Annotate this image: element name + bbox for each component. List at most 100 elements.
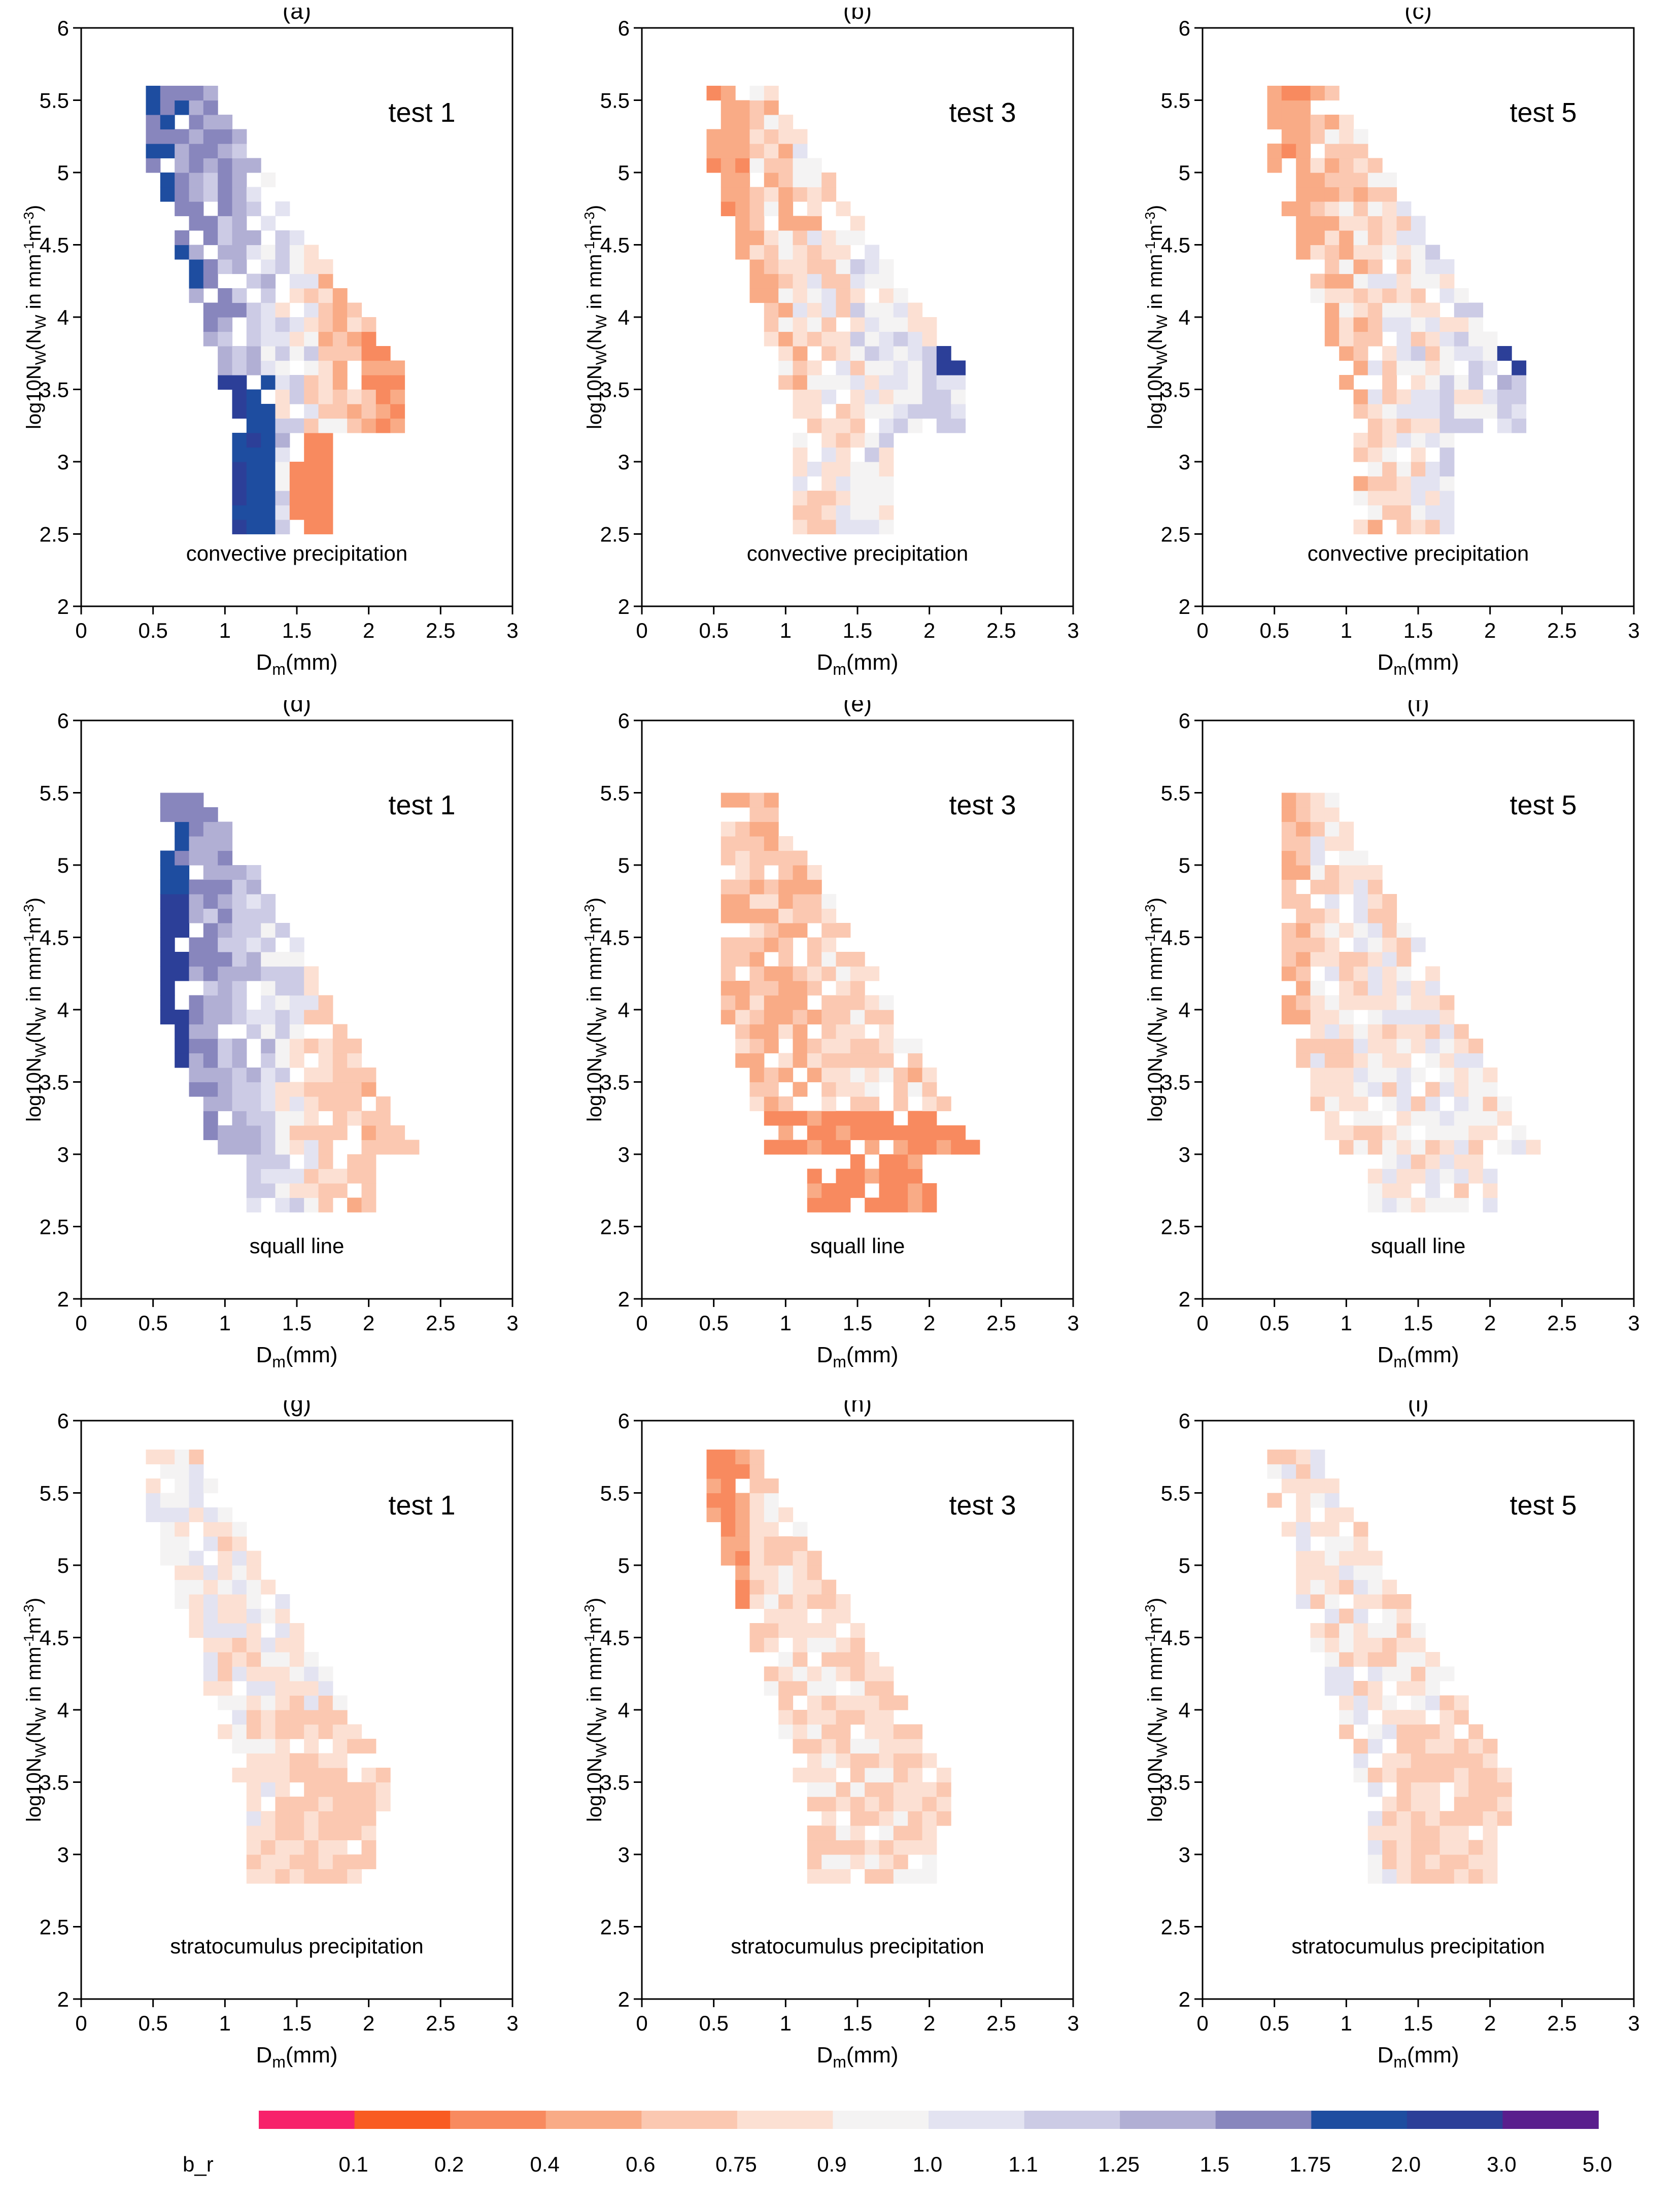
heatmap-cell: [160, 1507, 175, 1523]
heatmap-cell: [1468, 1125, 1484, 1141]
y-tick-label: 6: [1179, 16, 1190, 40]
heatmap-cell: [1353, 144, 1368, 159]
heatmap-cell: [778, 173, 794, 188]
heatmap-cell: [1367, 389, 1383, 404]
heatmap-cell: [1425, 1010, 1441, 1025]
x-tick-label: 0.5: [138, 618, 167, 642]
heatmap-cell: [246, 462, 261, 477]
x-tick-label: 2: [1484, 618, 1496, 642]
heatmap-cell: [1353, 1753, 1368, 1768]
heatmap-cell: [160, 173, 175, 188]
heatmap-cell: [1310, 995, 1325, 1010]
heatmap-cell: [793, 462, 808, 477]
heatmap-cell: [1425, 1724, 1441, 1739]
heatmap-cell: [793, 245, 808, 260]
heatmap-cell: [721, 821, 736, 837]
heatmap-cell: [1411, 259, 1426, 274]
heatmap-cell: [807, 1840, 822, 1855]
heatmap-cell: [175, 1507, 190, 1523]
heatmap-cell: [749, 1551, 765, 1566]
heatmap-cell: [232, 447, 247, 462]
heatmap-cell: [332, 1840, 348, 1855]
heatmap-cell: [764, 793, 779, 808]
heatmap-cell: [807, 1739, 822, 1754]
heatmap-cell: [347, 404, 362, 419]
heatmap-cell: [850, 1111, 865, 1126]
y-tick-label: 2.5: [40, 1915, 69, 1939]
heatmap-cell: [261, 1739, 276, 1754]
heatmap-cell: [1468, 1768, 1484, 1783]
heatmap-cell: [289, 346, 304, 361]
heatmap-cell: [807, 404, 822, 419]
heatmap-cell: [1339, 879, 1354, 894]
heatmap-cell: [1382, 187, 1397, 202]
x-tick-label: 1: [780, 1311, 792, 1335]
heatmap-cell: [807, 317, 822, 332]
heatmap-cell: [1425, 1053, 1441, 1068]
heatmap-cell: [778, 1551, 794, 1566]
heatmap-cell: [1454, 1053, 1469, 1068]
heatmap-cell: [160, 923, 175, 938]
heatmap-cell: [865, 1840, 880, 1855]
heatmap-cell: [1296, 1039, 1311, 1054]
heatmap-cell: [793, 375, 808, 390]
heatmap-cell: [1382, 173, 1397, 188]
heatmap-cell: [189, 1024, 204, 1039]
heatmap-cell: [1396, 1111, 1412, 1126]
heatmap-cell: [232, 491, 247, 506]
heatmap-cell: [246, 1710, 261, 1725]
heatmap-cell: [218, 952, 233, 967]
heatmap-cell: [275, 1869, 290, 1884]
legend-swatch: [1407, 2111, 1503, 2129]
heatmap-cell: [1353, 1096, 1368, 1112]
heatmap-cell: [189, 850, 204, 866]
heatmap-cell: [807, 1666, 822, 1681]
y-tick-label: 4: [618, 1698, 630, 1722]
heatmap-cell: [1310, 1039, 1325, 1054]
heatmap-cell: [1439, 346, 1455, 361]
heatmap-cell: [721, 793, 736, 808]
x-tick-label: 1: [1341, 618, 1352, 642]
heatmap-cell: [1367, 1826, 1383, 1841]
heatmap-cell: [1339, 966, 1354, 981]
heatmap-cell: [1468, 1096, 1484, 1112]
heatmap-cell: [893, 1154, 908, 1169]
heatmap-cell: [1382, 1168, 1397, 1184]
heatmap-cell: [821, 1010, 837, 1025]
heatmap-cell: [735, 865, 750, 880]
heatmap-cell: [879, 1710, 894, 1725]
heatmap-cell: [304, 1782, 319, 1797]
heatmap-cell: [246, 331, 261, 347]
heatmap-cells: [706, 1450, 951, 1884]
heatmap-cell: [347, 1053, 362, 1068]
heatmap-cell: [246, 1594, 261, 1609]
x-tick-label: 1.5: [282, 2011, 312, 2035]
heatmap-cell: [1324, 1608, 1340, 1624]
heatmap-cell: [1483, 1854, 1498, 1870]
heatmap-cell: [1425, 1154, 1441, 1169]
heatmap-cell: [836, 447, 851, 462]
heatmap-cell: [1454, 331, 1469, 347]
panel-label: (b): [843, 8, 872, 24]
heatmap-cell: [1324, 1623, 1340, 1638]
heatmap-cell: [1468, 1053, 1484, 1068]
heatmap-cell: [764, 1522, 779, 1537]
heatmap-cell: [1382, 230, 1397, 246]
heatmap-cell: [1468, 1782, 1484, 1797]
heatmap-cell: [1411, 995, 1426, 1010]
heatmap-cell: [1483, 1797, 1498, 1812]
heatmap-cell: [778, 952, 794, 967]
heatmap-cell: [893, 1039, 908, 1054]
x-axis-label: Dm(mm): [816, 1343, 898, 1371]
heatmap-cell: [1310, 288, 1325, 303]
heatmap-cell: [1425, 981, 1441, 996]
heatmap-cell: [289, 317, 304, 332]
heatmap-cell: [749, 1594, 765, 1609]
y-axis: 22.533.544.555.56: [40, 1409, 81, 2011]
heatmap-cell: [764, 1594, 779, 1609]
test-label: test 3: [949, 1490, 1016, 1521]
heatmap-cell: [1483, 1869, 1498, 1884]
heatmap-cell: [1396, 273, 1412, 289]
heatmap-cell: [347, 1854, 362, 1870]
heatmap-cell: [1382, 1125, 1397, 1141]
